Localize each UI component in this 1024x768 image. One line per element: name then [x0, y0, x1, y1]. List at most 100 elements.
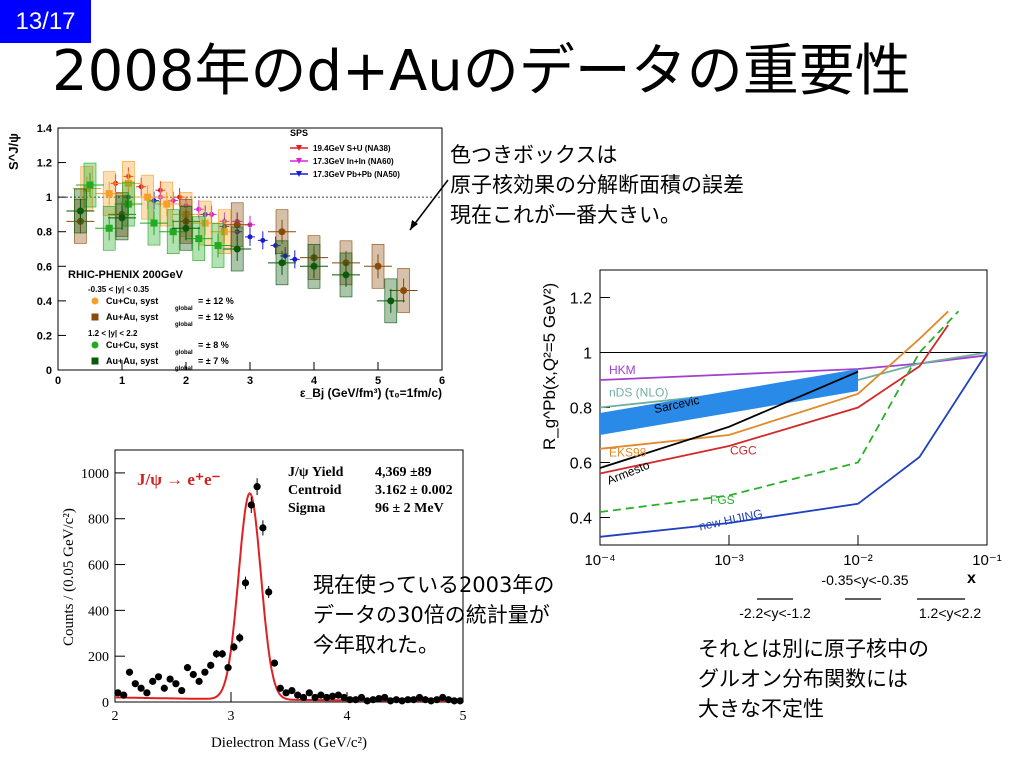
y-tick-label: 600: [88, 559, 109, 574]
legend-marker: [91, 341, 99, 349]
data-point: [166, 675, 174, 683]
curve-label: CGC: [730, 444, 757, 458]
data-point: [282, 689, 290, 697]
data-point: [230, 643, 238, 651]
legend-subscript: global: [175, 350, 193, 356]
data-point: [374, 262, 382, 270]
legend-value: = ± 8 %: [198, 340, 229, 350]
y-tick-label: 1.2: [37, 158, 52, 170]
data-point: [114, 689, 122, 697]
data-point: [340, 693, 348, 702]
data-point: [125, 668, 134, 676]
note-statistics: 現在使っている2003年の データの30倍の統計量が 今年取れた。: [313, 570, 554, 660]
phenix-rapidity-range: 1.2 < |y| < 2.2: [88, 329, 138, 338]
y-tick-label: 0.2: [37, 330, 52, 342]
data-point: [375, 694, 383, 703]
note-line: 現在これが一番大きい。: [450, 203, 681, 227]
x-tick-label: 10⁻⁴: [584, 552, 615, 569]
data-point: [212, 650, 221, 658]
data-point: [439, 693, 447, 702]
data-point: [260, 237, 266, 243]
legend-subscript: global: [175, 366, 193, 372]
data-point: [201, 219, 209, 227]
y-tick-label: 0.8: [570, 401, 592, 418]
y-axis-label: R_g^Pb(x,Q²=5 GeV²): [540, 283, 559, 450]
decay-annotation: J/ψ → e⁺e⁻: [137, 470, 220, 489]
data-point: [124, 200, 132, 208]
x-tick-label: 5: [460, 709, 467, 724]
data-point: [195, 235, 203, 243]
data-point: [273, 243, 279, 249]
data-point: [292, 256, 298, 262]
rapidity-label: -0.35<y<-0.35: [821, 572, 908, 588]
gluon-ratio-chart: 0.4 0.6 0.8 1 1.2 10⁻⁴ 10⁻³ 10⁻² 10⁻¹x R_g^Pb(x,Q…: [540, 269, 1002, 621]
y-tick-label: 0: [46, 365, 52, 377]
data-point: [278, 259, 286, 267]
stat-label: Centroid: [288, 483, 342, 498]
legend-value: = ± 7 %: [198, 356, 229, 366]
y-tick-label: 1: [46, 192, 52, 204]
data-point: [282, 253, 288, 259]
data-point: [196, 206, 202, 212]
data-point: [160, 684, 168, 692]
data-point: [433, 696, 441, 704]
data-point: [317, 691, 325, 699]
data-point: [456, 697, 464, 705]
x-axis-label: x: [967, 570, 976, 587]
legend-label: 19.4GeV S+U (NA38): [313, 144, 391, 153]
data-point: [410, 696, 418, 704]
y-axis-label: S^J/ψ: [6, 133, 21, 170]
note-line: 今年取れた。: [313, 633, 439, 657]
data-point: [195, 677, 203, 685]
x-tick-label: 10⁻¹: [972, 552, 1002, 569]
y-tick-label: 1.4: [37, 123, 53, 135]
data-point: [209, 211, 215, 217]
data-point: [328, 692, 337, 700]
data-point: [183, 664, 192, 672]
y-tick-label: 1.2: [570, 291, 592, 308]
data-point: [224, 664, 232, 672]
data-point: [143, 689, 151, 697]
note-line: 色つきボックスは: [450, 143, 618, 167]
data-point: [241, 579, 250, 587]
x-tick-label: 10⁻³: [714, 552, 744, 569]
data-point: [357, 693, 366, 702]
data-point: [247, 234, 253, 240]
y-tick-label: 0.8: [37, 227, 52, 239]
legend-label: 17.3GeV In+In (NA60): [313, 157, 394, 166]
page-number-badge: 13/17: [0, 0, 91, 43]
data-point: [381, 693, 389, 702]
data-point: [105, 224, 113, 232]
data-point: [415, 693, 424, 702]
legend-label: 17.3GeV Pb+Pb (NA50): [313, 170, 400, 179]
x-axis-label: Dielectron Mass (GeV/c²): [211, 735, 367, 751]
legend-label: Au+Au, syst: [106, 312, 158, 322]
phenix-label: RHIC-PHENIX 200GeV: [68, 269, 184, 281]
note-line: 原子核効果の分解断面積の誤差: [450, 173, 744, 197]
note-line: 現在使っている2003年の: [313, 573, 555, 597]
data-point: [189, 670, 197, 679]
legend-label: Cu+Cu, syst: [106, 296, 158, 306]
data-point: [149, 677, 157, 685]
slide-title: 2008年のd+Auのデータの重要性: [52, 39, 911, 104]
data-point: [154, 673, 163, 681]
data-point: [253, 483, 261, 491]
data-point: [247, 501, 255, 509]
x-axis-label: ε_Bj (GeV/fm³) (τ₀=1fm/c): [300, 386, 442, 400]
x-tick-label: 1: [119, 375, 125, 387]
jpsi-mass-chart: 0 200 400 600 800 1000 2 3 4 5 Dielectron Mass (Ge…: [61, 449, 467, 751]
y-tick-label: 0: [102, 696, 109, 711]
data-point: [392, 696, 400, 704]
x-tick-label: 3: [247, 375, 253, 387]
y-tick-label: 1000: [81, 467, 109, 482]
stat-value: 4,369 ±89: [375, 465, 432, 480]
data-point: [278, 228, 286, 236]
data-point: [124, 179, 132, 187]
data-point: [386, 697, 395, 705]
data-point: [400, 286, 408, 294]
y-tick-label: 0.6: [37, 261, 52, 273]
data-point: [182, 224, 190, 232]
sarcevic-band: [600, 369, 858, 435]
note-color-boxes: 色つきボックスは 原子核効果の分解断面積の誤差 現在これが一番大きい。: [450, 140, 744, 230]
phenix-rapidity-range: -0.35 < |y| < 0.35: [88, 285, 150, 294]
